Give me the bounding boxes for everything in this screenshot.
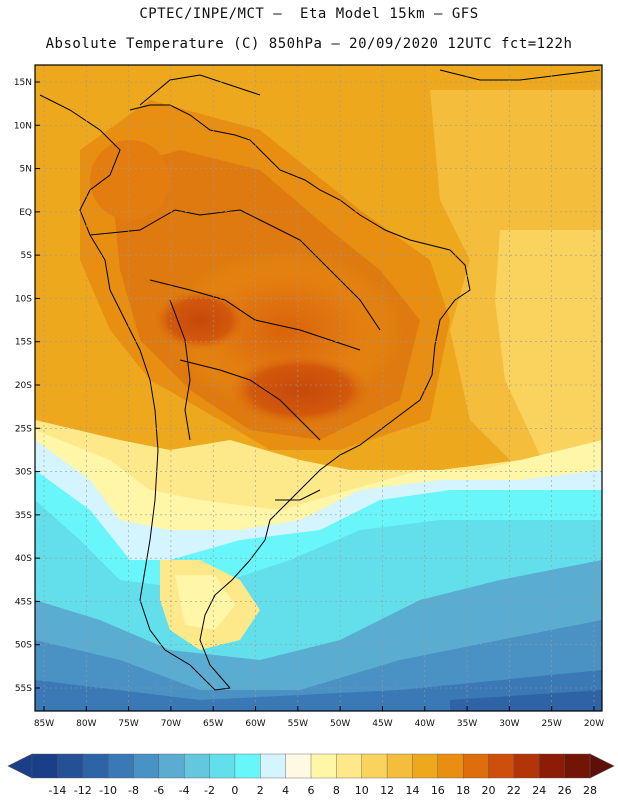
lat-label: 50S [15,641,32,651]
colorbar-label: 8 [333,784,340,797]
colorbar-swatch [260,753,287,779]
colorbar-swatch [386,753,414,779]
colorbar-label: 24 [532,784,546,797]
lat-label: 10N [14,121,32,131]
colorbar-label: 14 [405,784,419,797]
colorbar-label: -4 [179,784,190,797]
colorbar-swatch [412,753,439,779]
lat-label: 45S [15,597,32,607]
colorbar-swatch [57,753,84,779]
lon-label: 80W [76,719,96,729]
colorbar-labels: -14 -12 -10 -8 -6 -4 -2 0 2 4 6 8 10 12 14 16 18 20 22 24 26… [48,784,597,797]
colorbar-label: 28 [583,784,597,797]
colorbar-arrow-low [7,753,33,779]
colorbar [7,753,615,779]
map-frame [34,64,603,712]
colorbar-swatch [285,753,312,779]
lat-label: EQ [19,208,32,218]
colorbar-swatch [488,753,515,779]
colorbar-swatch [539,753,566,779]
lon-label: 60W [245,719,265,729]
colorbar-label: -6 [153,784,164,797]
longitude-labels: 85W 80W 75W 70W 65W 60W 55W 50W 45W 40W 35W 30W 25W 2… [34,706,604,729]
colorbar-swatch [564,753,591,779]
colorbar-label: -14 [48,784,66,797]
title-line-2: Absolute Temperature (C) 850hPa – 20/09/… [45,36,573,52]
colorbar-label: -10 [99,784,117,797]
colorbar-label: -2 [204,784,215,797]
colorbar-label: 26 [558,784,572,797]
colorbar-swatch [437,753,464,779]
lon-label: 75W [118,719,138,729]
lat-label: 15N [14,78,32,88]
lon-label: 20W [584,719,604,729]
lat-label: 5S [21,251,33,261]
colorbar-arrow-high [589,753,615,779]
coastline-outline [39,69,601,691]
colorbar-swatch [361,753,388,779]
colorbar-label: 2 [257,784,264,797]
colorbar-swatch [183,753,211,779]
lon-label: 65W [203,719,223,729]
lon-label: 55W [288,719,308,729]
lon-label: 50W [330,719,350,729]
colorbar-label: 4 [282,784,289,797]
lat-label: 55S [15,684,32,694]
temperature-field [35,65,602,711]
colorbar-swatch [158,753,185,779]
colorbar-swatch [107,753,135,779]
latitude-labels: 15N 10N 5N EQ 5S 10S 15S 20S 25S 30S 35S 40S 45S 50S 5… [14,78,40,694]
lat-label: 10S [15,294,32,304]
lat-label: 30S [15,468,32,478]
colorbar-swatch [462,753,490,779]
colorbar-swatch [209,753,236,779]
lon-label: 45W [372,719,392,729]
colorbar-swatch [336,753,363,779]
colorbar-swatch [234,753,261,779]
lat-label: 40S [15,554,32,564]
colorbar-swatch [513,753,540,779]
title-line-1: CPTEC/INPE/MCT – Eta Model 15km – GFS [139,6,479,22]
lat-label: 15S [15,338,32,348]
lon-label: 25W [542,719,562,729]
colorbar-label: 22 [507,784,521,797]
colorbar-label: 18 [456,784,470,797]
colorbar-swatch [133,753,160,779]
lat-label: 25S [15,424,32,434]
lon-label: 30W [499,719,519,729]
colorbar-swatch [31,753,59,779]
colorbar-swatch [82,753,109,779]
lon-label: 35W [457,719,477,729]
colorbar-label: -12 [74,784,92,797]
colorbar-label: 6 [308,784,315,797]
lon-label: 70W [161,719,181,729]
colorbar-label: 12 [380,784,394,797]
colorbar-label: -8 [128,784,139,797]
colorbar-label: 0 [231,784,238,797]
lat-label: 5N [20,165,32,175]
colorbar-label: 16 [431,784,445,797]
lat-label: 35S [15,511,32,521]
colorbar-label: 10 [355,784,369,797]
lon-label: 40W [415,719,435,729]
colorbar-label: 20 [482,784,496,797]
lat-label: 20S [15,381,32,391]
lon-label: 85W [34,719,54,729]
colorbar-swatch [310,753,338,779]
